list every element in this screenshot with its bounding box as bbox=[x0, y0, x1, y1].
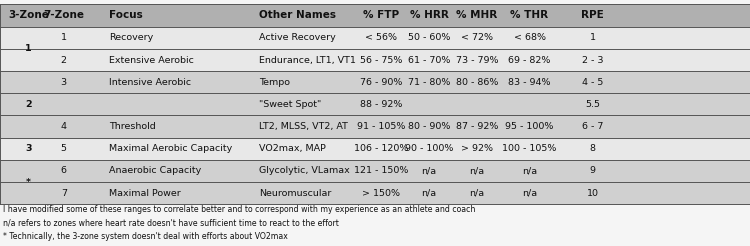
Text: 69 - 82%: 69 - 82% bbox=[509, 56, 550, 64]
Bar bbox=[0, 27, 750, 49]
Text: 6: 6 bbox=[61, 166, 67, 175]
Text: 95 - 100%: 95 - 100% bbox=[506, 122, 554, 131]
Text: 3: 3 bbox=[61, 78, 67, 87]
Text: 73 - 79%: 73 - 79% bbox=[456, 56, 498, 64]
Text: < 56%: < 56% bbox=[365, 33, 397, 42]
Text: Endurance, LT1, VT1: Endurance, LT1, VT1 bbox=[259, 56, 356, 64]
Text: LT2, MLSS, VT2, AT: LT2, MLSS, VT2, AT bbox=[259, 122, 347, 131]
Text: % THR: % THR bbox=[511, 10, 548, 20]
Text: Active Recovery: Active Recovery bbox=[259, 33, 335, 42]
Text: Neuromuscular: Neuromuscular bbox=[259, 189, 332, 198]
Text: 4: 4 bbox=[61, 122, 67, 131]
Text: 61 - 70%: 61 - 70% bbox=[408, 56, 450, 64]
Text: > 150%: > 150% bbox=[362, 189, 400, 198]
Text: n/a: n/a bbox=[522, 166, 537, 175]
Text: n/a: n/a bbox=[422, 189, 436, 198]
Text: % FTP: % FTP bbox=[363, 10, 399, 20]
Text: 9: 9 bbox=[590, 166, 596, 175]
Text: n/a: n/a bbox=[522, 189, 537, 198]
Text: 10: 10 bbox=[586, 189, 598, 198]
Text: < 68%: < 68% bbox=[514, 33, 545, 42]
Text: 5.5: 5.5 bbox=[585, 100, 600, 109]
Text: 50 - 60%: 50 - 60% bbox=[408, 33, 450, 42]
Text: 2: 2 bbox=[26, 100, 32, 109]
Text: I have modified some of these ranges to correlate better and to correspond with : I have modified some of these ranges to … bbox=[3, 205, 476, 215]
Bar bbox=[0, 49, 750, 71]
Text: n/a: n/a bbox=[470, 189, 484, 198]
Text: 1: 1 bbox=[590, 33, 596, 42]
Text: 3: 3 bbox=[26, 144, 32, 153]
Text: RPE: RPE bbox=[581, 10, 604, 20]
Text: < 72%: < 72% bbox=[461, 33, 493, 42]
Text: "Sweet Spot": "Sweet Spot" bbox=[259, 100, 321, 109]
Text: Maximal Power: Maximal Power bbox=[109, 189, 181, 198]
Text: 80 - 90%: 80 - 90% bbox=[408, 122, 450, 131]
Text: Glycolytic, VLamax: Glycolytic, VLamax bbox=[259, 166, 350, 175]
Bar bbox=[0, 115, 750, 138]
Bar bbox=[0, 4, 750, 27]
Text: Recovery: Recovery bbox=[109, 33, 153, 42]
Text: n/a refers to zones where heart rate doesn't have sufficient time to react to th: n/a refers to zones where heart rate doe… bbox=[3, 219, 339, 228]
Text: 71 - 80%: 71 - 80% bbox=[408, 78, 450, 87]
Text: n/a: n/a bbox=[470, 166, 484, 175]
Bar bbox=[0, 93, 750, 115]
Text: n/a: n/a bbox=[422, 166, 436, 175]
Text: Focus: Focus bbox=[109, 10, 142, 20]
Text: 6 - 7: 6 - 7 bbox=[582, 122, 603, 131]
Text: 7-Zone: 7-Zone bbox=[44, 10, 84, 20]
Text: Maximal Aerobic Capacity: Maximal Aerobic Capacity bbox=[109, 144, 232, 153]
Text: 76 - 90%: 76 - 90% bbox=[360, 78, 402, 87]
Text: 5: 5 bbox=[61, 144, 67, 153]
Text: 80 - 86%: 80 - 86% bbox=[456, 78, 498, 87]
Text: 1: 1 bbox=[26, 45, 32, 53]
Text: 121 - 150%: 121 - 150% bbox=[354, 166, 408, 175]
Text: 7: 7 bbox=[61, 189, 67, 198]
Bar bbox=[0, 182, 750, 204]
Text: % HRR: % HRR bbox=[410, 10, 448, 20]
Text: 87 - 92%: 87 - 92% bbox=[456, 122, 498, 131]
Text: Other Names: Other Names bbox=[259, 10, 336, 20]
Text: 100 - 105%: 100 - 105% bbox=[503, 144, 556, 153]
Text: 106 - 120%: 106 - 120% bbox=[354, 144, 408, 153]
Text: % MHR: % MHR bbox=[456, 10, 498, 20]
Bar bbox=[0, 160, 750, 182]
Text: Tempo: Tempo bbox=[259, 78, 290, 87]
Text: * Technically, the 3-zone system doesn't deal with efforts about VO2max: * Technically, the 3-zone system doesn't… bbox=[3, 232, 288, 242]
Text: 1: 1 bbox=[61, 33, 67, 42]
Bar bbox=[0, 71, 750, 93]
Text: 88 - 92%: 88 - 92% bbox=[360, 100, 402, 109]
Text: 4 - 5: 4 - 5 bbox=[582, 78, 603, 87]
Text: 2 - 3: 2 - 3 bbox=[582, 56, 603, 64]
Text: Threshold: Threshold bbox=[109, 122, 155, 131]
Text: 8: 8 bbox=[590, 144, 596, 153]
Text: 90 - 100%: 90 - 100% bbox=[405, 144, 453, 153]
Text: 83 - 94%: 83 - 94% bbox=[509, 78, 550, 87]
Bar bbox=[0, 138, 750, 160]
Text: > 92%: > 92% bbox=[461, 144, 493, 153]
Text: Intensive Aerobic: Intensive Aerobic bbox=[109, 78, 190, 87]
Text: Extensive Aerobic: Extensive Aerobic bbox=[109, 56, 194, 64]
Text: 3-Zone: 3-Zone bbox=[8, 10, 49, 20]
Text: *: * bbox=[26, 178, 31, 186]
Text: 91 - 105%: 91 - 105% bbox=[357, 122, 405, 131]
Text: 56 - 75%: 56 - 75% bbox=[360, 56, 402, 64]
Text: 2: 2 bbox=[61, 56, 67, 64]
Text: VO2max, MAP: VO2max, MAP bbox=[259, 144, 326, 153]
Text: Anaerobic Capacity: Anaerobic Capacity bbox=[109, 166, 201, 175]
